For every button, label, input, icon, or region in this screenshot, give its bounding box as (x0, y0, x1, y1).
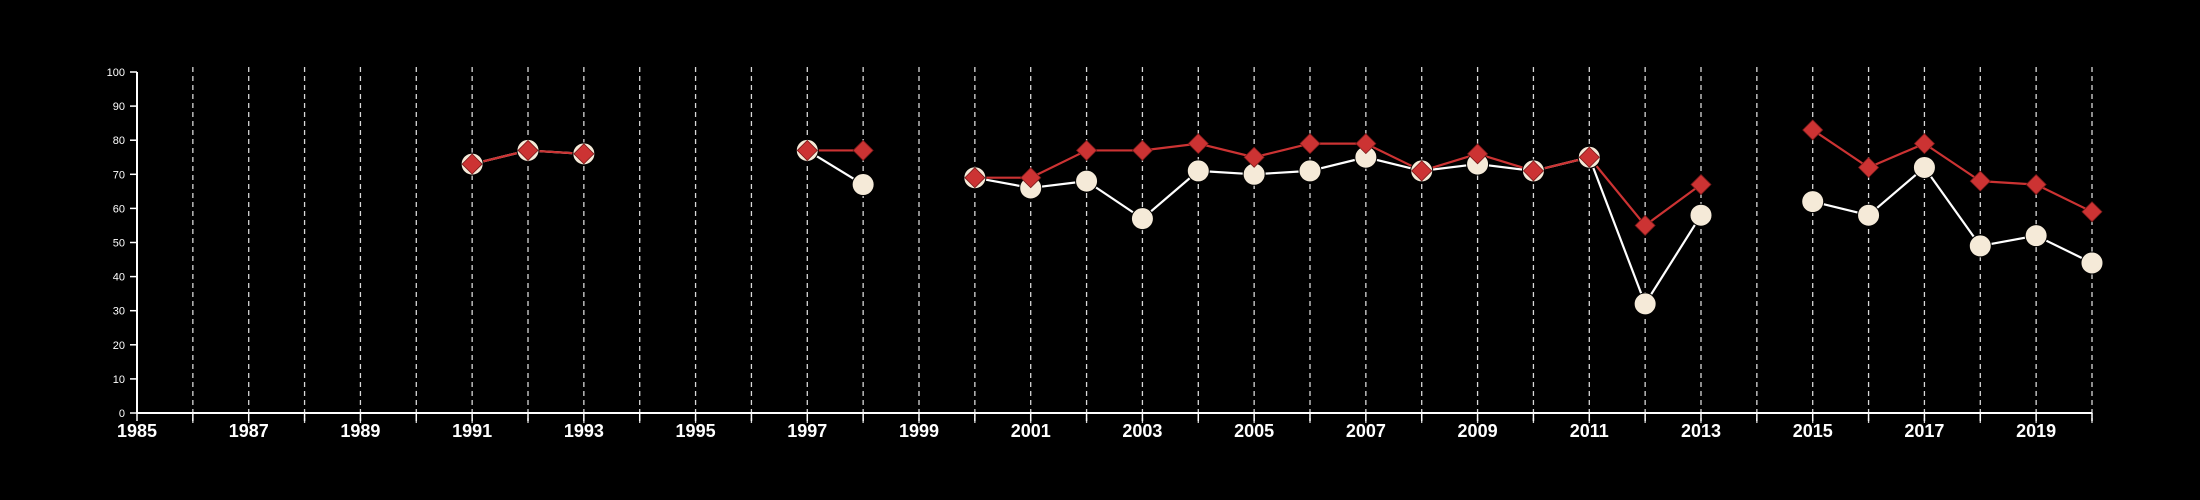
y-tick-label: 70 (113, 169, 125, 181)
series-2-point (796, 139, 818, 161)
series-2-point (1076, 139, 1098, 161)
series-1-point (2024, 224, 2048, 248)
series-2-point (461, 153, 483, 175)
y-tick-label: 60 (113, 203, 125, 215)
x-tick-label: 1985 (117, 421, 157, 441)
x-tick-label: 2019 (2016, 421, 2056, 441)
series-2-point (1913, 133, 1935, 155)
series-1-point (1633, 292, 1657, 316)
x-tick-label: 1995 (676, 421, 716, 441)
series-1-point (1130, 207, 1154, 231)
y-tick-label: 100 (107, 67, 125, 79)
series-2-point (1243, 146, 1265, 168)
series-markers (460, 119, 2104, 316)
series-2-point (573, 143, 595, 165)
series-2-point (1969, 170, 1991, 192)
y-tick-label: 50 (113, 238, 125, 250)
x-tick-label: 2017 (1904, 421, 1944, 441)
x-tick-label: 1989 (340, 421, 380, 441)
y-tick-label: 80 (113, 135, 125, 147)
y-tick-label: 20 (113, 340, 125, 352)
y-tick-label: 30 (113, 306, 125, 318)
series-1-point (851, 173, 875, 197)
series-2-point (1131, 139, 1153, 161)
y-tick-label: 90 (113, 101, 125, 113)
series-2-point (1634, 214, 1656, 237)
series-2-point (1690, 173, 1712, 196)
series-1-point (1912, 155, 1936, 179)
series-2-point (1299, 133, 1321, 155)
x-tick-label: 1997 (787, 421, 827, 441)
x-tick-label: 1993 (564, 421, 604, 441)
y-tick-label: 40 (113, 272, 125, 284)
x-tick-label: 2005 (1234, 421, 1274, 441)
series-2-point (1858, 156, 1880, 179)
series-1-point (1075, 169, 1099, 193)
x-tick-label: 2011 (1570, 421, 1609, 441)
x-tick-label: 2001 (1011, 421, 1051, 441)
x-tick-label: 2003 (1122, 421, 1162, 441)
x-tick-label: 2009 (1458, 421, 1498, 441)
x-tick-label: 1991 (452, 421, 492, 441)
series-1-point (2080, 251, 2104, 275)
y-tick-label: 10 (113, 374, 125, 386)
series-1-point (1689, 203, 1713, 227)
series-2-point (1522, 160, 1544, 182)
series-2-point (1411, 160, 1433, 182)
series-2-point (1467, 143, 1489, 165)
series-2-point (852, 139, 874, 161)
series-2-point (1020, 167, 1042, 189)
series-2-point (964, 167, 986, 189)
series-2-line (1812, 129, 2093, 213)
x-tick-label: 1987 (229, 421, 269, 441)
series-2-point (1187, 133, 1209, 155)
series-2-point (2025, 173, 2047, 196)
series-1-point (1857, 203, 1881, 227)
series-2-point (517, 139, 539, 161)
vertical-grid (192, 67, 2093, 425)
y-tick-label: 0 (119, 408, 125, 420)
series-2-point (1802, 119, 1824, 141)
axes: 0 10 20 30 40 50 60 70 80 90 100 1985 1987 1989 1991 19… (107, 67, 2093, 441)
x-tick-label: 2007 (1346, 421, 1386, 441)
series-1-point (1298, 159, 1322, 183)
series-1-point (1186, 159, 1210, 183)
series-1-point (1968, 234, 1992, 258)
x-tick-label: 1999 (899, 421, 939, 441)
x-tick-label: 2013 (1681, 421, 1721, 441)
x-tick-label: 2015 (1793, 421, 1833, 441)
series-2-point (1355, 133, 1377, 155)
series-2-point (2081, 201, 2103, 223)
series-1-point (1801, 190, 1825, 214)
series-2-point (1578, 146, 1600, 168)
